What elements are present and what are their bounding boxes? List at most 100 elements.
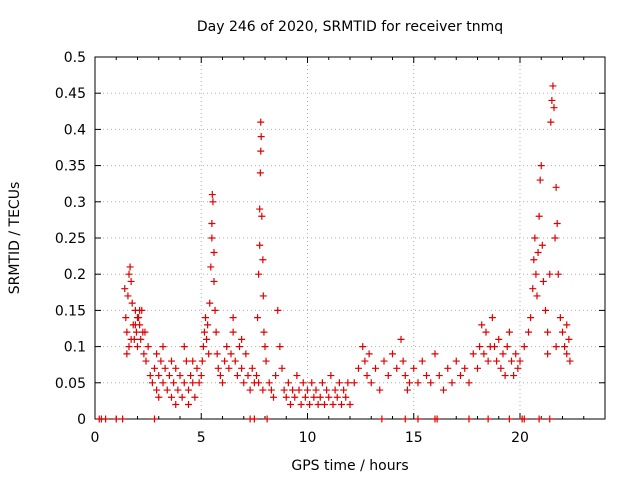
data-point	[433, 415, 441, 423]
data-point	[314, 401, 322, 409]
data-point	[182, 357, 190, 365]
data-point	[153, 386, 161, 394]
data-point	[448, 379, 456, 387]
data-point	[134, 343, 141, 351]
data-point	[146, 372, 154, 380]
x-axis-label: GPS time / hours	[291, 458, 408, 474]
data-point	[484, 357, 492, 365]
data-point	[189, 379, 197, 387]
data-point	[535, 415, 543, 423]
data-point	[551, 234, 559, 242]
data-point	[200, 328, 208, 336]
data-point	[461, 364, 469, 372]
data-point	[257, 118, 265, 126]
data-point	[187, 372, 195, 380]
data-point	[214, 364, 222, 372]
data-point	[503, 343, 511, 351]
data-point	[414, 415, 422, 423]
data-point	[207, 263, 215, 271]
data-point	[242, 350, 250, 358]
data-point	[256, 241, 264, 249]
data-point	[258, 212, 266, 220]
data-point	[295, 386, 303, 394]
data-point	[363, 372, 371, 380]
data-point	[168, 393, 175, 401]
data-point	[193, 364, 201, 372]
data-point	[350, 379, 358, 387]
data-point	[276, 343, 284, 351]
data-point	[291, 393, 299, 401]
y-tick-label: 0.4	[64, 122, 86, 138]
grid-lines	[95, 57, 605, 419]
data-point	[202, 314, 209, 322]
axis-ticks: 0 0.05 0.1 0.15 0.2 0.25 0.3 0.35 0.4 0.45 0.5 0 5 10…	[55, 50, 606, 446]
data-point	[246, 386, 254, 394]
data-point	[142, 357, 150, 365]
y-tick-label: 0.5	[64, 50, 86, 66]
data-point	[176, 372, 184, 380]
data-point	[124, 292, 132, 300]
data-point	[548, 96, 556, 104]
data-point	[210, 277, 218, 285]
data-point	[427, 379, 435, 387]
data-point	[206, 299, 214, 307]
data-point	[563, 350, 571, 358]
data-point	[195, 379, 203, 387]
data-point	[553, 220, 561, 228]
y-tick-label: 0.35	[55, 159, 86, 175]
x-tick-label: 5	[197, 430, 206, 446]
data-point	[338, 401, 345, 409]
data-point	[223, 343, 231, 351]
data-point	[501, 372, 509, 380]
data-point	[435, 372, 443, 380]
data-point	[137, 335, 145, 343]
data-point	[148, 379, 156, 387]
data-points	[95, 82, 574, 423]
data-point	[250, 415, 258, 423]
data-point	[440, 386, 447, 394]
data-point	[550, 104, 558, 112]
data-point	[170, 379, 178, 387]
data-point	[544, 328, 552, 336]
data-point	[155, 393, 163, 401]
data-point	[274, 306, 282, 314]
chart-title: Day 246 of 2020, SRMTID for receiver tnm…	[197, 19, 503, 35]
data-point	[316, 393, 324, 401]
data-point	[161, 364, 169, 372]
data-point	[255, 270, 263, 278]
data-point	[151, 364, 158, 372]
data-point	[444, 364, 452, 372]
y-tick-label: 0.25	[55, 231, 86, 247]
data-point	[346, 401, 354, 409]
data-point	[493, 357, 501, 365]
data-point	[185, 401, 192, 409]
data-point	[397, 335, 405, 343]
data-point	[431, 350, 439, 358]
data-point	[126, 263, 134, 271]
data-point	[310, 393, 318, 401]
data-point	[530, 256, 538, 264]
data-point	[204, 321, 212, 329]
data-point	[284, 379, 292, 387]
data-point	[134, 314, 141, 322]
data-point	[516, 357, 524, 365]
data-point	[401, 415, 409, 423]
data-point	[335, 379, 343, 387]
data-point	[474, 364, 481, 372]
data-point	[260, 328, 268, 336]
data-point	[414, 379, 422, 387]
data-point	[127, 335, 135, 343]
data-point	[542, 306, 549, 314]
data-point	[539, 277, 547, 285]
data-point	[262, 357, 270, 365]
data-point	[520, 415, 528, 423]
data-point	[151, 415, 158, 423]
data-point	[174, 386, 182, 394]
data-point	[199, 343, 207, 351]
data-point	[554, 270, 562, 278]
data-point	[240, 379, 248, 387]
data-point	[119, 415, 127, 423]
data-point	[312, 386, 320, 394]
data-point	[563, 321, 571, 329]
data-point	[287, 401, 294, 409]
